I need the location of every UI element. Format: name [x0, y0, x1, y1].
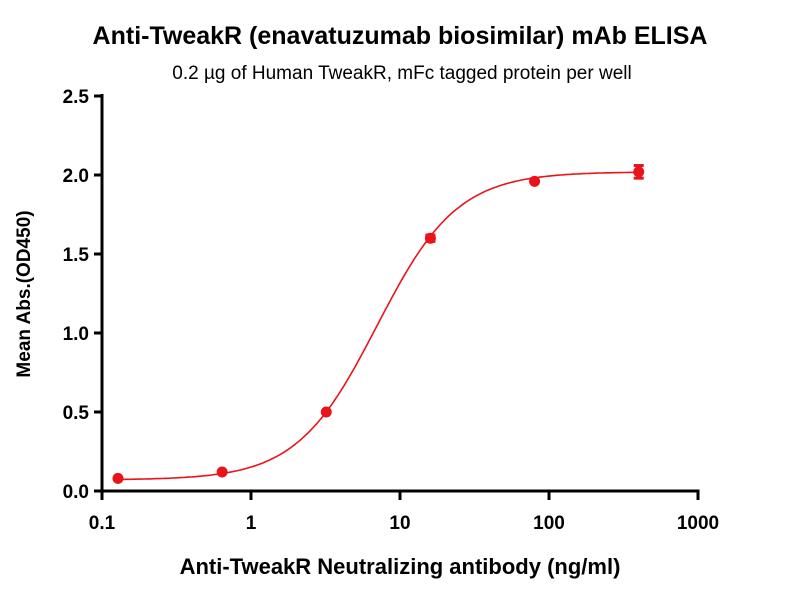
y-tick-label: 0.5 [63, 403, 90, 424]
fit-curve [117, 171, 639, 481]
y-tick-label: 2.0 [63, 166, 89, 187]
y-tick-label: 1.5 [63, 245, 90, 266]
x-tick-label: 10 [389, 513, 410, 534]
y-axis-label: Mean Abs.(OD450) [14, 210, 35, 377]
chart-subtitle: 0.2 µg of Human TweakR, mFc tagged prote… [172, 63, 631, 84]
y-tick-label: 2.5 [63, 87, 90, 108]
x-tick-label: 100 [533, 513, 565, 534]
data-point [529, 175, 541, 187]
data-point [216, 466, 228, 478]
y-tick-label: 0.0 [63, 482, 89, 503]
x-tick-label: 1 [246, 513, 257, 534]
data-point [320, 406, 332, 418]
data-point [424, 232, 436, 244]
y-tick-label: 1.0 [63, 324, 89, 345]
chart-title: Anti-TweakR (enavatuzumab biosimilar) mA… [93, 22, 708, 50]
data-point [633, 166, 645, 178]
data-point [112, 472, 124, 484]
x-tick-label: 0.1 [89, 513, 116, 534]
x-axis-label: Anti-TweakR Neutralizing antibody (ng/ml… [180, 554, 621, 579]
x-tick-label: 1000 [677, 513, 719, 534]
